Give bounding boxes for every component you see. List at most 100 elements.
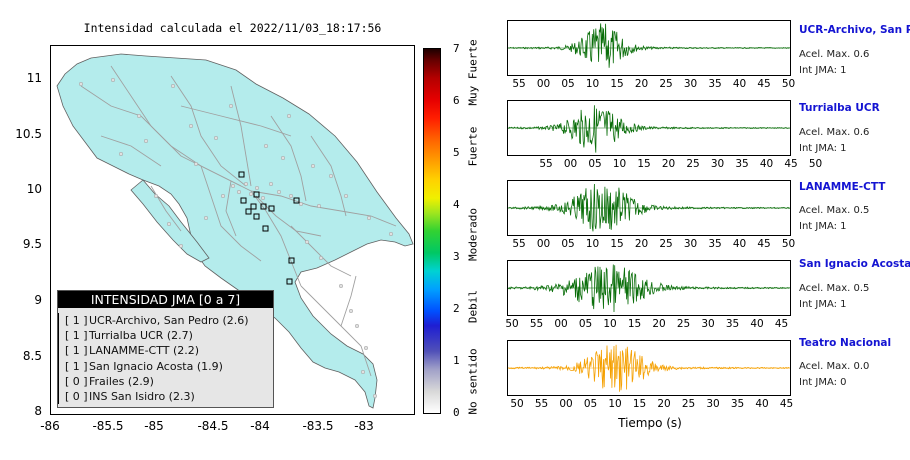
colorbar-tick: 2 bbox=[453, 302, 460, 315]
waveform bbox=[508, 23, 790, 68]
costa-rica-map-svg bbox=[56, 53, 414, 409]
station-jma: Int JMA: 0 bbox=[799, 377, 847, 388]
seismogram-panel[interactable] bbox=[507, 20, 791, 76]
intensity-legend: INTENSIDAD JMA [0 a 7] [ 1 ]UCR-Archivo,… bbox=[57, 290, 274, 408]
time-tick: 40 bbox=[755, 398, 769, 410]
station-name: LANAMME-CTT bbox=[799, 181, 886, 193]
time-tick: 40 bbox=[759, 158, 774, 170]
time-tick: 00 bbox=[559, 398, 573, 410]
station-accel: Acel. Max. 0.5 bbox=[799, 205, 870, 216]
time-tick: 15 bbox=[610, 238, 624, 250]
station-jma: Int JMA: 1 bbox=[799, 143, 847, 154]
legend-item-text: Frailes (2.9) bbox=[89, 374, 154, 388]
time-tick: 20 bbox=[634, 238, 649, 250]
legend-item-text: San Ignacio Acosta (1.9) bbox=[89, 359, 223, 373]
colorbar-tick: 5 bbox=[453, 146, 460, 159]
time-tick: 50 bbox=[510, 398, 524, 410]
seismogram-panel[interactable] bbox=[507, 340, 791, 396]
seismogram-panel[interactable] bbox=[507, 260, 791, 316]
time-tick: 30 bbox=[706, 398, 720, 410]
time-tick: 00 bbox=[536, 238, 551, 250]
legend-item-level: [ 1 ] bbox=[65, 329, 88, 343]
lat-tick: 9.5 bbox=[22, 237, 42, 251]
time-tick: 40 bbox=[750, 318, 764, 330]
time-tick: 15 bbox=[637, 158, 651, 170]
legend-item-text: INS San Isidro (2.3) bbox=[89, 390, 195, 404]
legend-item-text: LANAMME-CTT (2.2) bbox=[89, 344, 200, 358]
time-tick: 20 bbox=[634, 78, 649, 90]
time-tick: 20 bbox=[661, 158, 676, 170]
time-tick: 00 bbox=[536, 78, 551, 90]
legend-item: [ 1 ]LANAMME-CTT (2.2) bbox=[65, 343, 273, 358]
time-tick: 45 bbox=[784, 158, 798, 170]
time-tick: 25 bbox=[681, 398, 696, 410]
lon-tick: -83.5 bbox=[302, 419, 334, 433]
waveform-trace bbox=[508, 264, 790, 313]
lon-tick: -84.5 bbox=[197, 419, 229, 433]
map-title: Intensidad calculada el 2022/11/03_18:17… bbox=[83, 21, 382, 35]
time-tick: 55 bbox=[512, 78, 526, 90]
station-accel: Acel. Max. 0.6 bbox=[799, 127, 870, 138]
colorbar-category: No sentido bbox=[466, 348, 480, 415]
lon-tick: -85.5 bbox=[92, 419, 124, 433]
legend-item-level: [ 1 ] bbox=[65, 314, 88, 327]
time-tick: 55 bbox=[512, 238, 526, 250]
legend-item: [ 0 ]INS San Isidro (2.3) bbox=[65, 389, 273, 404]
time-tick: 20 bbox=[657, 398, 671, 410]
colorbar-category: Fuerte bbox=[466, 126, 480, 167]
time-tick: 05 bbox=[583, 398, 598, 410]
lat-tick: 10.5 bbox=[15, 127, 42, 141]
time-tick: 35 bbox=[708, 238, 722, 250]
lon-tick: -85 bbox=[144, 419, 164, 433]
intensity-colorbar bbox=[423, 48, 441, 414]
seismic-station-dots bbox=[79, 78, 394, 399]
colorbar-category: Muy Fuerte bbox=[466, 39, 480, 106]
legend-item: [ 0 ]Frailes (2.9) bbox=[65, 374, 273, 389]
colorbar-tick: 0 bbox=[453, 406, 460, 419]
time-tick: 55 bbox=[529, 318, 544, 330]
time-tick: 15 bbox=[627, 318, 642, 330]
waveform-trace bbox=[508, 183, 790, 232]
time-tick: 35 bbox=[735, 158, 749, 170]
legend-item: [ 1 ]San Ignacio Acosta (1.9) bbox=[65, 359, 273, 374]
lon-tick: -86 bbox=[40, 419, 60, 433]
station-name: San Ignacio Acosta bbox=[799, 258, 910, 270]
lat-tick: 11 bbox=[26, 71, 42, 85]
legend-item: [ 1 ]UCR-Archivo, San Pedro (2.6) bbox=[65, 313, 273, 328]
time-tick: 15 bbox=[610, 78, 624, 90]
time-tick: 05 bbox=[561, 238, 575, 250]
time-tick: 45 bbox=[774, 318, 789, 330]
waveform bbox=[508, 183, 790, 232]
colorbar-tick: 4 bbox=[453, 198, 460, 211]
time-tick: 45 bbox=[757, 238, 771, 250]
station-jma: Int JMA: 1 bbox=[799, 299, 847, 310]
colorbar-tick: 6 bbox=[453, 94, 460, 107]
time-tick: 25 bbox=[676, 318, 691, 330]
time-tick: 20 bbox=[652, 318, 666, 330]
time-tick: 50 bbox=[781, 238, 796, 250]
time-tick: 35 bbox=[730, 398, 745, 410]
time-tick: 35 bbox=[725, 318, 740, 330]
station-name: Teatro Nacional bbox=[799, 337, 892, 349]
seismogram-panel[interactable] bbox=[507, 100, 791, 156]
legend-item-text: Turrialba UCR (2.7) bbox=[89, 329, 193, 343]
station-name: UCR-Archivo, San Pedro bbox=[799, 24, 910, 36]
station-jma: Int JMA: 1 bbox=[799, 221, 847, 232]
time-tick: 10 bbox=[585, 78, 600, 90]
time-tick: 10 bbox=[603, 318, 617, 330]
legend-item-level: [ 1 ] bbox=[65, 344, 88, 358]
time-tick: 10 bbox=[612, 158, 627, 170]
time-tick: 00 bbox=[554, 318, 568, 330]
time-tick: 25 bbox=[659, 78, 673, 90]
time-tick: 45 bbox=[757, 78, 771, 90]
legend-item-level: [ 0 ] bbox=[65, 390, 88, 404]
waveform bbox=[508, 344, 790, 392]
time-tick: 55 bbox=[534, 398, 549, 410]
lat-tick: 10 bbox=[26, 182, 42, 196]
time-tick: 30 bbox=[710, 158, 725, 170]
station-accel: Acel. Max. 0.0 bbox=[799, 361, 870, 372]
time-tick: 05 bbox=[578, 318, 593, 330]
seismogram-panel[interactable] bbox=[507, 180, 791, 236]
time-tick: 40 bbox=[732, 238, 747, 250]
time-tick: 30 bbox=[683, 78, 698, 90]
